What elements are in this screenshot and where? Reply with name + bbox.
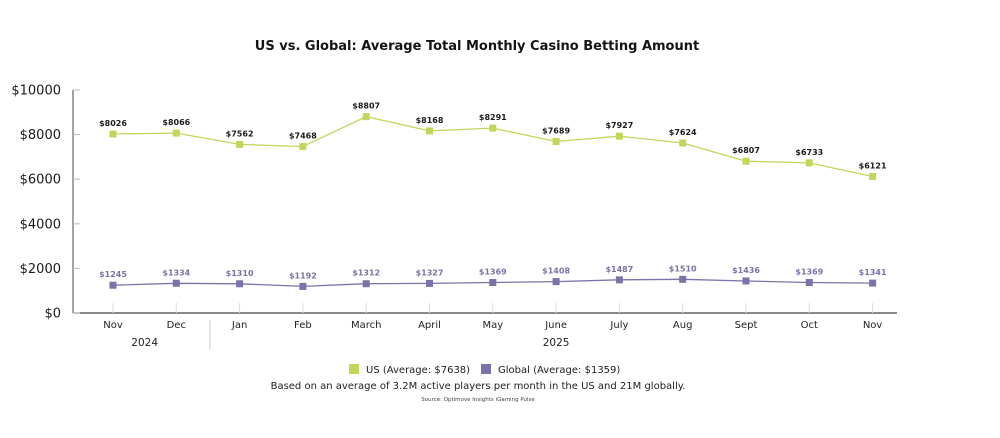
data-label-us: $8807	[352, 102, 380, 111]
data-label-global: $1192	[289, 271, 317, 280]
data-point-global	[236, 280, 244, 288]
legend-swatch-us	[349, 364, 359, 374]
data-label-us: $8291	[479, 113, 507, 122]
data-point-us	[362, 113, 370, 121]
x-tick-label: Sept	[735, 320, 758, 331]
legend: US (Average: $7638) Global (Average: $13…	[349, 364, 620, 376]
y-tick-label: $4000	[20, 217, 61, 232]
data-point-us	[172, 129, 180, 137]
data-label-global: $1334	[162, 268, 190, 277]
data-label-global: $1369	[479, 267, 507, 276]
data-point-global	[109, 281, 117, 289]
data-label-us: $6807	[732, 146, 760, 155]
data-label-global: $1327	[416, 268, 444, 277]
y-tick-label: $0	[44, 307, 61, 322]
data-point-us	[236, 140, 244, 148]
x-tick-label: May	[482, 320, 503, 331]
x-tick-label: June	[544, 320, 567, 331]
x-tick-label: April	[418, 320, 441, 331]
data-point-global	[552, 278, 560, 286]
data-point-global	[362, 280, 370, 288]
axes	[72, 90, 897, 314]
data-label-global: $1369	[795, 267, 823, 276]
data-label-global: $1487	[605, 265, 633, 274]
data-label-us: $7624	[669, 128, 697, 137]
data-point-us	[552, 138, 560, 146]
data-labels: $8026 $8066 $7562 $7468 $8807 $8168 $8291 $7689…	[99, 102, 887, 281]
data-label-us: $8066	[162, 118, 190, 127]
data-label-us: $6121	[859, 162, 887, 171]
legend-label-us: US (Average: $7638)	[366, 365, 470, 376]
x-tick-label: March	[351, 320, 381, 331]
y-axis-ticks: $0 $2000 $4000 $6000 $8000 $10000	[11, 84, 80, 322]
x-tick-label: Oct	[801, 320, 818, 331]
data-point-global	[489, 278, 497, 286]
data-point-global	[299, 282, 307, 290]
data-label-us: $7468	[289, 131, 317, 140]
legend-label-global: Global (Average: $1359)	[498, 365, 620, 376]
data-point-us	[805, 159, 813, 167]
x-tick-label: Aug	[673, 320, 693, 331]
data-point-us	[679, 139, 687, 147]
data-point-us	[299, 142, 307, 150]
data-point-us	[742, 157, 750, 165]
x-tick-label: Jan	[231, 320, 247, 331]
x-tick-label: Nov	[863, 320, 883, 331]
y-tick-label: $2000	[20, 262, 61, 277]
chart-title: US vs. Global: Average Total Monthly Cas…	[255, 39, 699, 54]
data-point-global	[805, 278, 813, 286]
data-point-global	[869, 279, 877, 287]
x-tick-label: Feb	[294, 320, 312, 331]
year-label: 2024	[131, 337, 158, 349]
data-label-us: $8026	[99, 119, 127, 128]
data-point-us	[615, 132, 623, 140]
source-note: Source: Optimove Insights iGaming Pulse	[421, 397, 535, 403]
series-lines	[112, 115, 873, 288]
data-label-us: $6733	[795, 148, 823, 157]
x-tick-label: Nov	[103, 320, 123, 331]
x-axis-ticks: Nov Dec Jan Feb March April May June July Aug Sept…	[103, 303, 882, 350]
data-point-us	[869, 173, 877, 181]
data-label-global: $1408	[542, 267, 570, 276]
data-label-us: $7927	[605, 121, 633, 130]
data-point-global	[426, 279, 433, 287]
data-point-global	[172, 279, 180, 287]
data-point-us	[109, 130, 117, 138]
footnote: Based on an average of 3.2M active playe…	[271, 381, 686, 392]
y-tick-label: $6000	[20, 173, 61, 188]
y-tick-label: $8000	[20, 128, 61, 143]
data-label-global: $1510	[669, 264, 697, 273]
data-label-us: $8168	[416, 116, 444, 125]
legend-swatch-global	[481, 364, 491, 374]
data-label-global: $1436	[732, 266, 760, 275]
data-point-us	[426, 127, 433, 135]
data-label-global: $1245	[99, 270, 127, 279]
data-label-global: $1310	[226, 269, 254, 278]
data-point-global	[679, 275, 687, 283]
data-point-global	[615, 276, 623, 284]
data-label-us: $7689	[542, 127, 570, 136]
data-point-us	[489, 124, 497, 132]
data-point-global	[742, 277, 750, 285]
x-tick-label: Dec	[167, 320, 186, 331]
series-points	[109, 113, 877, 290]
data-label-us: $7562	[226, 129, 254, 138]
data-label-global: $1312	[352, 269, 380, 278]
y-tick-label: $10000	[11, 84, 61, 99]
year-label: 2025	[543, 337, 570, 349]
data-label-global: $1341	[859, 268, 887, 277]
x-tick-label: July	[609, 320, 628, 331]
